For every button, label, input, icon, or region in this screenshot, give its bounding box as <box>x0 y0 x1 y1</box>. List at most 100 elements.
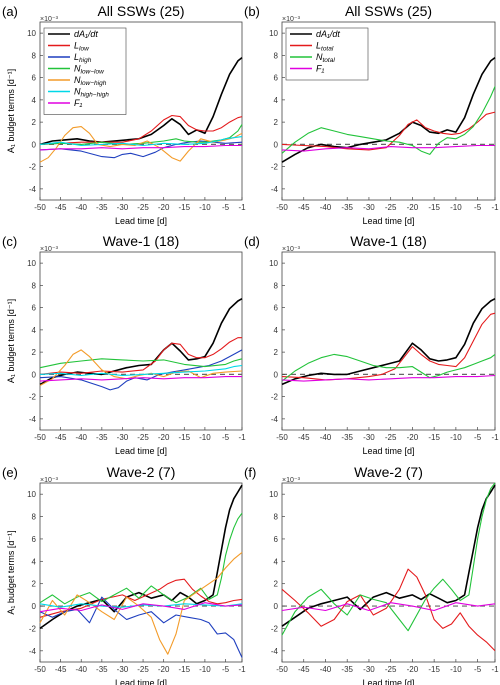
legend-box <box>43 27 127 115</box>
x-tick-label: -1 <box>491 203 499 212</box>
x-tick-label: -25 <box>137 203 149 212</box>
y-tick-label: 0 <box>32 602 37 611</box>
x-tick-label: -20 <box>407 203 419 212</box>
y-tick-label: -4 <box>29 647 37 656</box>
x-tick-label: -10 <box>199 203 211 212</box>
panel-a: (a) All SSWs (25)×10⁻³-50 -45 -40 -35 -30 -25-… <box>2 3 246 226</box>
y-tick-label: 10 <box>27 490 36 499</box>
y-tick-label: -2 <box>29 393 37 402</box>
series-line <box>39 596 243 658</box>
x-tick-label: -5 <box>222 433 230 442</box>
series-line <box>39 602 243 613</box>
legend-label: F₁ <box>316 64 324 74</box>
x-tick-label: -40 <box>320 433 332 442</box>
x-tick-label: -50 <box>276 433 288 442</box>
series-line <box>39 376 242 382</box>
y-axis-label: A₁ budget terms [d⁻¹] <box>6 69 16 153</box>
y-tick-label: 4 <box>32 96 37 105</box>
x-tick-label: -45 <box>298 665 310 674</box>
legend-label: dA₁/dt <box>74 29 98 39</box>
x-tick-label: -50 <box>34 433 46 442</box>
panel-title: Wave-1 (18) <box>350 233 427 249</box>
x-tick-label: -10 <box>199 665 211 674</box>
series-line <box>39 337 242 375</box>
legend-label: dA₁/dt <box>316 29 340 39</box>
panel-d: (d) Wave-1 (18)×10⁻³-50 -45 -40 -35 -30 -25 -20… <box>244 233 499 456</box>
y-tick-label: 0 <box>32 370 37 379</box>
x-tick-label: -5 <box>474 203 482 212</box>
series-line <box>39 603 243 608</box>
series-line <box>39 364 243 377</box>
y-exponent: ×10⁻³ <box>282 246 301 253</box>
x-tick-label: -1 <box>491 665 499 674</box>
panel-title: Wave-1 (18) <box>103 233 180 249</box>
y-tick-label: 8 <box>32 281 37 290</box>
x-tick-label: -45 <box>55 665 67 674</box>
axes-frame <box>281 482 496 663</box>
panel-title: All SSWs (25) <box>97 3 184 19</box>
axes-frame <box>39 482 243 663</box>
x-tick-label: -25 <box>385 433 397 442</box>
y-tick-label: -2 <box>271 393 279 402</box>
y-tick-label: 2 <box>32 348 37 357</box>
x-tick-label: -20 <box>407 665 419 674</box>
x-tick-label: -45 <box>298 203 310 212</box>
y-axis-label: A₁ budget terms [d⁻¹] <box>6 530 16 614</box>
x-tick-label: -30 <box>117 665 129 674</box>
series-line <box>281 86 496 155</box>
y-tick-label: 10 <box>27 29 36 38</box>
legend-label: Llow <box>74 41 90 53</box>
x-tick-label: -40 <box>75 433 87 442</box>
x-tick-label: -40 <box>320 203 332 212</box>
series-line <box>39 358 243 369</box>
y-tick-label: 4 <box>274 557 279 566</box>
x-tick-label: -20 <box>407 433 419 442</box>
x-tick-label: -1 <box>491 433 499 442</box>
panel-label: (c) <box>2 234 17 249</box>
x-tick-label: -25 <box>137 665 149 674</box>
y-tick-label: 8 <box>32 51 37 60</box>
y-tick-label: 10 <box>27 259 36 268</box>
panel-label: (f) <box>244 465 256 480</box>
axes-frame <box>39 251 243 431</box>
y-tick-label: 4 <box>32 557 37 566</box>
x-tick-label: -15 <box>428 665 440 674</box>
x-tick-label: -35 <box>341 433 353 442</box>
y-tick-label: -4 <box>271 415 279 424</box>
y-tick-label: 8 <box>274 51 279 60</box>
y-exponent: ×10⁻³ <box>40 477 59 484</box>
y-tick-label: 6 <box>32 74 37 83</box>
y-tick-label: 0 <box>274 140 279 149</box>
panel-f: (f) Wave-2 (7)×10⁻³-50 -45 -40 -35 -30 -25 -20-… <box>244 464 499 685</box>
x-tick-label: -5 <box>222 203 230 212</box>
series-line <box>39 136 243 147</box>
legend-label: Nhigh−high <box>74 87 109 99</box>
y-tick-label: 2 <box>274 118 279 127</box>
panel-label: (a) <box>2 4 18 19</box>
x-tick-label: -5 <box>474 433 482 442</box>
y-tick-label: 8 <box>32 513 37 522</box>
y-tick-label: 6 <box>274 74 279 83</box>
y-tick-label: -2 <box>29 163 37 172</box>
x-tick-label: -45 <box>55 433 67 442</box>
panel-title: Wave-2 (7) <box>354 464 423 480</box>
x-tick-label: -50 <box>34 203 46 212</box>
series-line <box>39 512 243 605</box>
series-line <box>281 353 496 382</box>
y-tick-label: 10 <box>269 29 278 38</box>
x-tick-label: -40 <box>75 203 87 212</box>
y-tick-label: 4 <box>274 96 279 105</box>
y-tick-label: 2 <box>274 580 279 589</box>
x-tick-label: -20 <box>158 203 170 212</box>
x-axis-label: Lead time [d] <box>115 446 167 456</box>
x-tick-label: -10 <box>199 433 211 442</box>
y-tick-label: 6 <box>274 304 279 313</box>
x-tick-label: -35 <box>96 203 108 212</box>
series-line <box>39 349 243 391</box>
x-tick-label: -25 <box>385 665 397 674</box>
x-tick-label: -25 <box>385 203 397 212</box>
y-tick-label: -4 <box>29 415 37 424</box>
x-tick-label: -30 <box>117 433 129 442</box>
x-tick-label: -5 <box>222 665 230 674</box>
